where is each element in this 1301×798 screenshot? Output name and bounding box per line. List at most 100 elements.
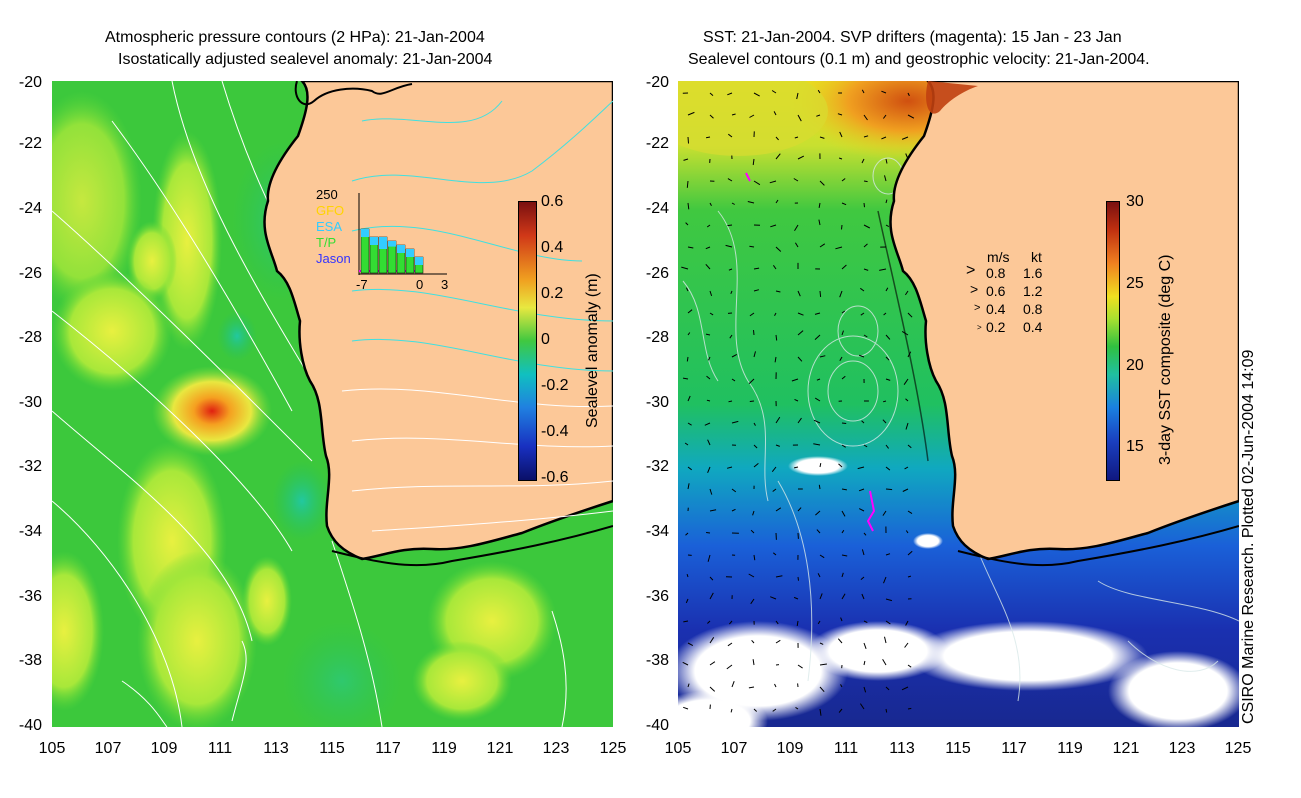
left-xtick: 107 bbox=[94, 740, 122, 757]
velocity-arrow bbox=[748, 686, 755, 689]
velocity-arrow bbox=[907, 312, 913, 318]
velocity-arrow bbox=[749, 400, 755, 402]
velocity-arrow bbox=[840, 684, 843, 688]
left-ytick: -22 bbox=[18, 135, 42, 152]
velocity-arrow bbox=[885, 356, 890, 361]
velocity-arrow bbox=[841, 488, 847, 491]
velocity-arrow bbox=[813, 419, 821, 424]
velocity-arrow bbox=[793, 596, 799, 600]
velocity-arrow bbox=[775, 136, 779, 141]
velocity-arrow bbox=[731, 113, 736, 116]
velocity-arrow bbox=[814, 312, 821, 315]
velocity-arrow bbox=[797, 664, 803, 669]
velocity-arrow bbox=[907, 510, 913, 515]
velocity-arrow bbox=[772, 708, 777, 712]
velocity-arrow bbox=[797, 114, 802, 122]
left-map: 250 GFO ESA T/P Jason -7 0 3 bbox=[52, 81, 613, 727]
velocity-arrow bbox=[819, 136, 825, 139]
right-map-svg bbox=[678, 81, 1239, 727]
velocity-arrow bbox=[885, 334, 891, 340]
velocity-arrow bbox=[901, 136, 909, 140]
velocity-arrow bbox=[907, 114, 915, 119]
velocity-arrow bbox=[905, 620, 909, 626]
velocity-arrow bbox=[797, 356, 803, 362]
velocity-arrow bbox=[705, 246, 711, 250]
left-colorbar bbox=[518, 201, 537, 481]
velocity-arrow bbox=[752, 158, 755, 166]
velocity-arrow bbox=[753, 554, 756, 561]
velocity-arrow bbox=[841, 422, 847, 424]
velocity-arrow bbox=[707, 554, 711, 562]
right-ytick: -38 bbox=[645, 652, 669, 669]
inset-bar-esa bbox=[406, 249, 414, 257]
right-ytick: -24 bbox=[645, 200, 669, 217]
right-xtick: 113 bbox=[889, 740, 915, 757]
velocity-arrow bbox=[818, 484, 821, 490]
velocity-arrow bbox=[841, 554, 848, 557]
velocity-key-kt: 0.4 bbox=[1023, 319, 1043, 335]
velocity-arrow bbox=[753, 267, 760, 270]
velocity-arrow bbox=[797, 330, 804, 336]
velocity-arrow bbox=[748, 573, 755, 578]
right-colorbar bbox=[1106, 201, 1120, 481]
left-xtick: 117 bbox=[375, 740, 401, 757]
right-xtick: 107 bbox=[720, 740, 748, 757]
velocity-arrow bbox=[683, 158, 689, 161]
velocity-arrow bbox=[771, 90, 777, 94]
left-ytick: -28 bbox=[18, 329, 42, 346]
velocity-arrow bbox=[885, 378, 891, 381]
inset-legend-tp: T/P bbox=[316, 235, 337, 250]
right-ytick: -26 bbox=[645, 265, 669, 282]
velocity-arrow bbox=[819, 663, 827, 666]
velocity-arrow bbox=[707, 620, 711, 624]
velocity-arrow bbox=[863, 114, 868, 121]
velocity-key-ms-header: m/s bbox=[987, 249, 1010, 265]
velocity-arrow bbox=[885, 444, 889, 449]
velocity-arrow bbox=[770, 596, 777, 600]
velocity-arrow bbox=[753, 289, 760, 292]
velocity-arrow bbox=[841, 178, 846, 182]
velocity-arrow bbox=[863, 268, 869, 271]
velocity-arrow bbox=[863, 686, 867, 693]
velocity-arrow bbox=[884, 175, 887, 182]
velocity-arrow bbox=[753, 463, 759, 468]
velocity-arrow bbox=[904, 466, 909, 470]
velocity-arrow bbox=[901, 686, 909, 691]
velocity-arrow bbox=[883, 576, 887, 584]
left-colorbar-label: Sealevel anomaly (m) bbox=[584, 273, 601, 428]
right-ytick: -22 bbox=[645, 135, 669, 152]
velocity-arrow bbox=[863, 135, 869, 138]
velocity-arrow bbox=[686, 573, 689, 578]
velocity-arrow bbox=[907, 92, 910, 97]
drifter-tracks bbox=[745, 172, 876, 532]
velocity-arrow bbox=[687, 332, 691, 336]
velocity-arrow bbox=[857, 466, 865, 470]
velocity-arrow bbox=[885, 620, 891, 625]
velocity-arrow bbox=[687, 395, 691, 402]
left-xtick: 109 bbox=[150, 740, 178, 757]
velocity-arrow bbox=[839, 356, 843, 362]
velocity-arrow bbox=[709, 114, 714, 119]
velocity-arrow bbox=[727, 92, 733, 96]
velocity-arrow bbox=[858, 354, 865, 358]
velocity-arrow bbox=[841, 375, 846, 380]
velocity-arrow bbox=[816, 378, 821, 381]
inset-legend-gfo: GFO bbox=[316, 203, 345, 218]
velocity-arrow bbox=[753, 708, 758, 712]
velocity-arrow bbox=[795, 706, 799, 710]
velocity-arrow bbox=[727, 133, 733, 138]
right-xtick: 119 bbox=[1057, 740, 1083, 757]
velocity-arrow bbox=[885, 598, 893, 602]
velocity-arrow bbox=[727, 642, 733, 647]
velocity-arrow bbox=[706, 136, 711, 139]
velocity-arrow bbox=[816, 114, 821, 117]
left-cb-tick-4: -0.2 bbox=[541, 377, 569, 394]
velocity-arrow bbox=[709, 202, 712, 206]
velocity-arrow bbox=[797, 290, 801, 297]
velocity-arrow bbox=[861, 158, 865, 164]
velocity-arrow bbox=[794, 224, 799, 231]
velocity-arrow bbox=[775, 246, 782, 252]
velocity-arrow bbox=[907, 575, 912, 578]
velocity-arrow bbox=[837, 113, 843, 116]
left-cb-tick-3: 0 bbox=[541, 331, 550, 348]
